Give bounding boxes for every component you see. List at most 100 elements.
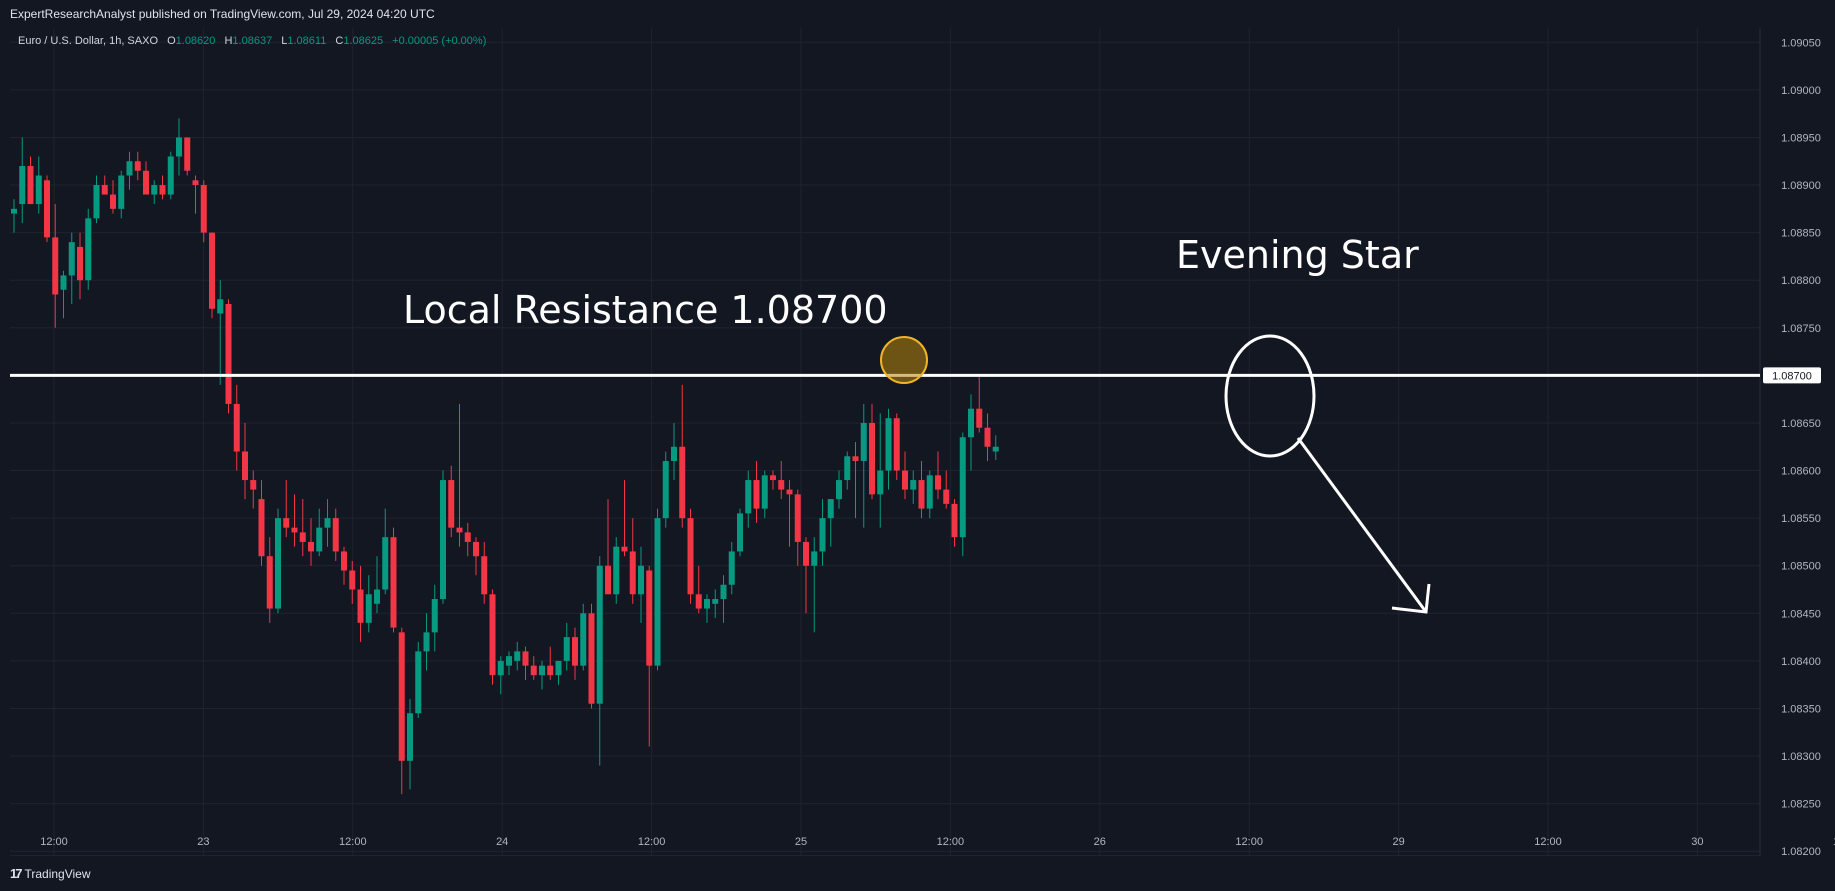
symbol-legend[interactable]: Euro / U.S. Dollar, 1h, SAXO O1.08620 H1… — [18, 35, 486, 47]
candle-body — [522, 651, 529, 666]
time-tick-label: 12:00 — [638, 836, 666, 848]
candle-body — [621, 546, 628, 552]
candle — [374, 556, 380, 614]
candle — [572, 627, 578, 680]
price-tick-label: 1.08500 — [1781, 561, 1821, 573]
candle-body — [959, 437, 966, 538]
candle — [192, 175, 199, 214]
candle-body — [390, 537, 397, 628]
candle-body — [233, 403, 240, 452]
downtrend-arrow[interactable] — [1296, 437, 1431, 614]
candle-body — [167, 156, 174, 195]
tradingview-brand[interactable]: 17 TradingView — [10, 866, 91, 881]
candle — [85, 208, 92, 290]
candle-body — [910, 480, 917, 490]
candle-body — [44, 180, 50, 238]
candle-body — [737, 513, 743, 552]
candle — [390, 527, 397, 633]
candle-body — [662, 461, 669, 519]
candle — [786, 480, 793, 547]
candle-body — [935, 475, 941, 490]
candle-body — [638, 565, 644, 595]
candle — [217, 280, 224, 385]
candle — [935, 451, 941, 500]
candle — [382, 508, 389, 595]
candle-body — [464, 532, 471, 542]
time-tick-label: 29 — [1392, 836, 1404, 848]
candle — [819, 499, 826, 566]
evening-star-highlight-ellipse[interactable] — [1224, 334, 1316, 458]
candle-body — [134, 161, 141, 171]
candle-body — [580, 613, 587, 666]
candle-body — [506, 656, 512, 666]
candle-body — [159, 185, 166, 195]
resistance-price-label: 1.08700 — [1772, 370, 1812, 382]
open-value: 1.08620 — [175, 35, 216, 47]
candlestick-series — [11, 118, 999, 795]
candle — [209, 232, 215, 319]
candle-body — [976, 408, 983, 428]
candle-body — [728, 551, 735, 585]
candle-body — [572, 637, 578, 666]
candle — [695, 565, 702, 614]
tradingview-logo-icon: 17 — [10, 866, 23, 881]
candle — [143, 161, 149, 195]
candle — [332, 508, 339, 561]
candle — [489, 589, 496, 685]
resistance-touch-marker[interactable] — [880, 336, 928, 384]
candle — [687, 508, 694, 604]
candle-body — [423, 632, 430, 652]
candle-body — [200, 185, 207, 233]
candle-body — [209, 232, 215, 309]
candle-body — [332, 518, 339, 552]
candle-body — [52, 237, 59, 295]
annotation-local-resistance[interactable]: Local Resistance 1.08700 — [403, 288, 888, 332]
time-tick-label: 25 — [795, 836, 807, 848]
candle — [679, 384, 686, 528]
candle — [918, 461, 925, 519]
chart-grid — [10, 28, 1760, 856]
candle-body — [110, 194, 116, 209]
candle-body — [398, 632, 405, 761]
candle — [473, 537, 479, 576]
candle — [704, 594, 710, 623]
annotation-evening-star[interactable]: Evening Star — [1176, 233, 1419, 277]
candle-body — [613, 546, 620, 595]
candle — [926, 470, 933, 519]
candle-body — [275, 518, 281, 609]
candle — [423, 613, 430, 671]
candle-body — [827, 499, 834, 519]
time-tick-label: 12:00 — [1235, 836, 1263, 848]
candle — [431, 584, 438, 652]
candle-body — [885, 418, 892, 471]
candle-body — [704, 599, 710, 609]
candle — [151, 180, 158, 205]
candle-body — [844, 456, 851, 481]
candle-body — [811, 551, 818, 566]
candle-body — [283, 518, 290, 528]
candle — [349, 560, 356, 604]
candle — [68, 232, 75, 304]
candle — [159, 175, 166, 200]
candle-body — [258, 499, 265, 557]
candle — [308, 518, 314, 566]
candle-body — [712, 599, 719, 604]
price-axis[interactable]: 1.09050 1.09000 1.08950 1.08900 1.08850 1.088… — [1759, 28, 1821, 858]
candle — [93, 175, 100, 224]
candle — [440, 470, 446, 604]
candle — [852, 442, 859, 519]
candle — [951, 499, 958, 547]
candle — [456, 403, 463, 547]
candle-body — [605, 565, 611, 595]
candle-body — [431, 599, 438, 633]
candle — [118, 170, 125, 219]
candle-body — [654, 518, 661, 666]
high-label: H — [224, 35, 233, 47]
candle — [407, 698, 413, 790]
candle-body — [85, 218, 92, 281]
candle — [126, 151, 133, 190]
candle — [753, 461, 760, 523]
candle-body — [778, 480, 785, 490]
candle — [885, 408, 892, 490]
